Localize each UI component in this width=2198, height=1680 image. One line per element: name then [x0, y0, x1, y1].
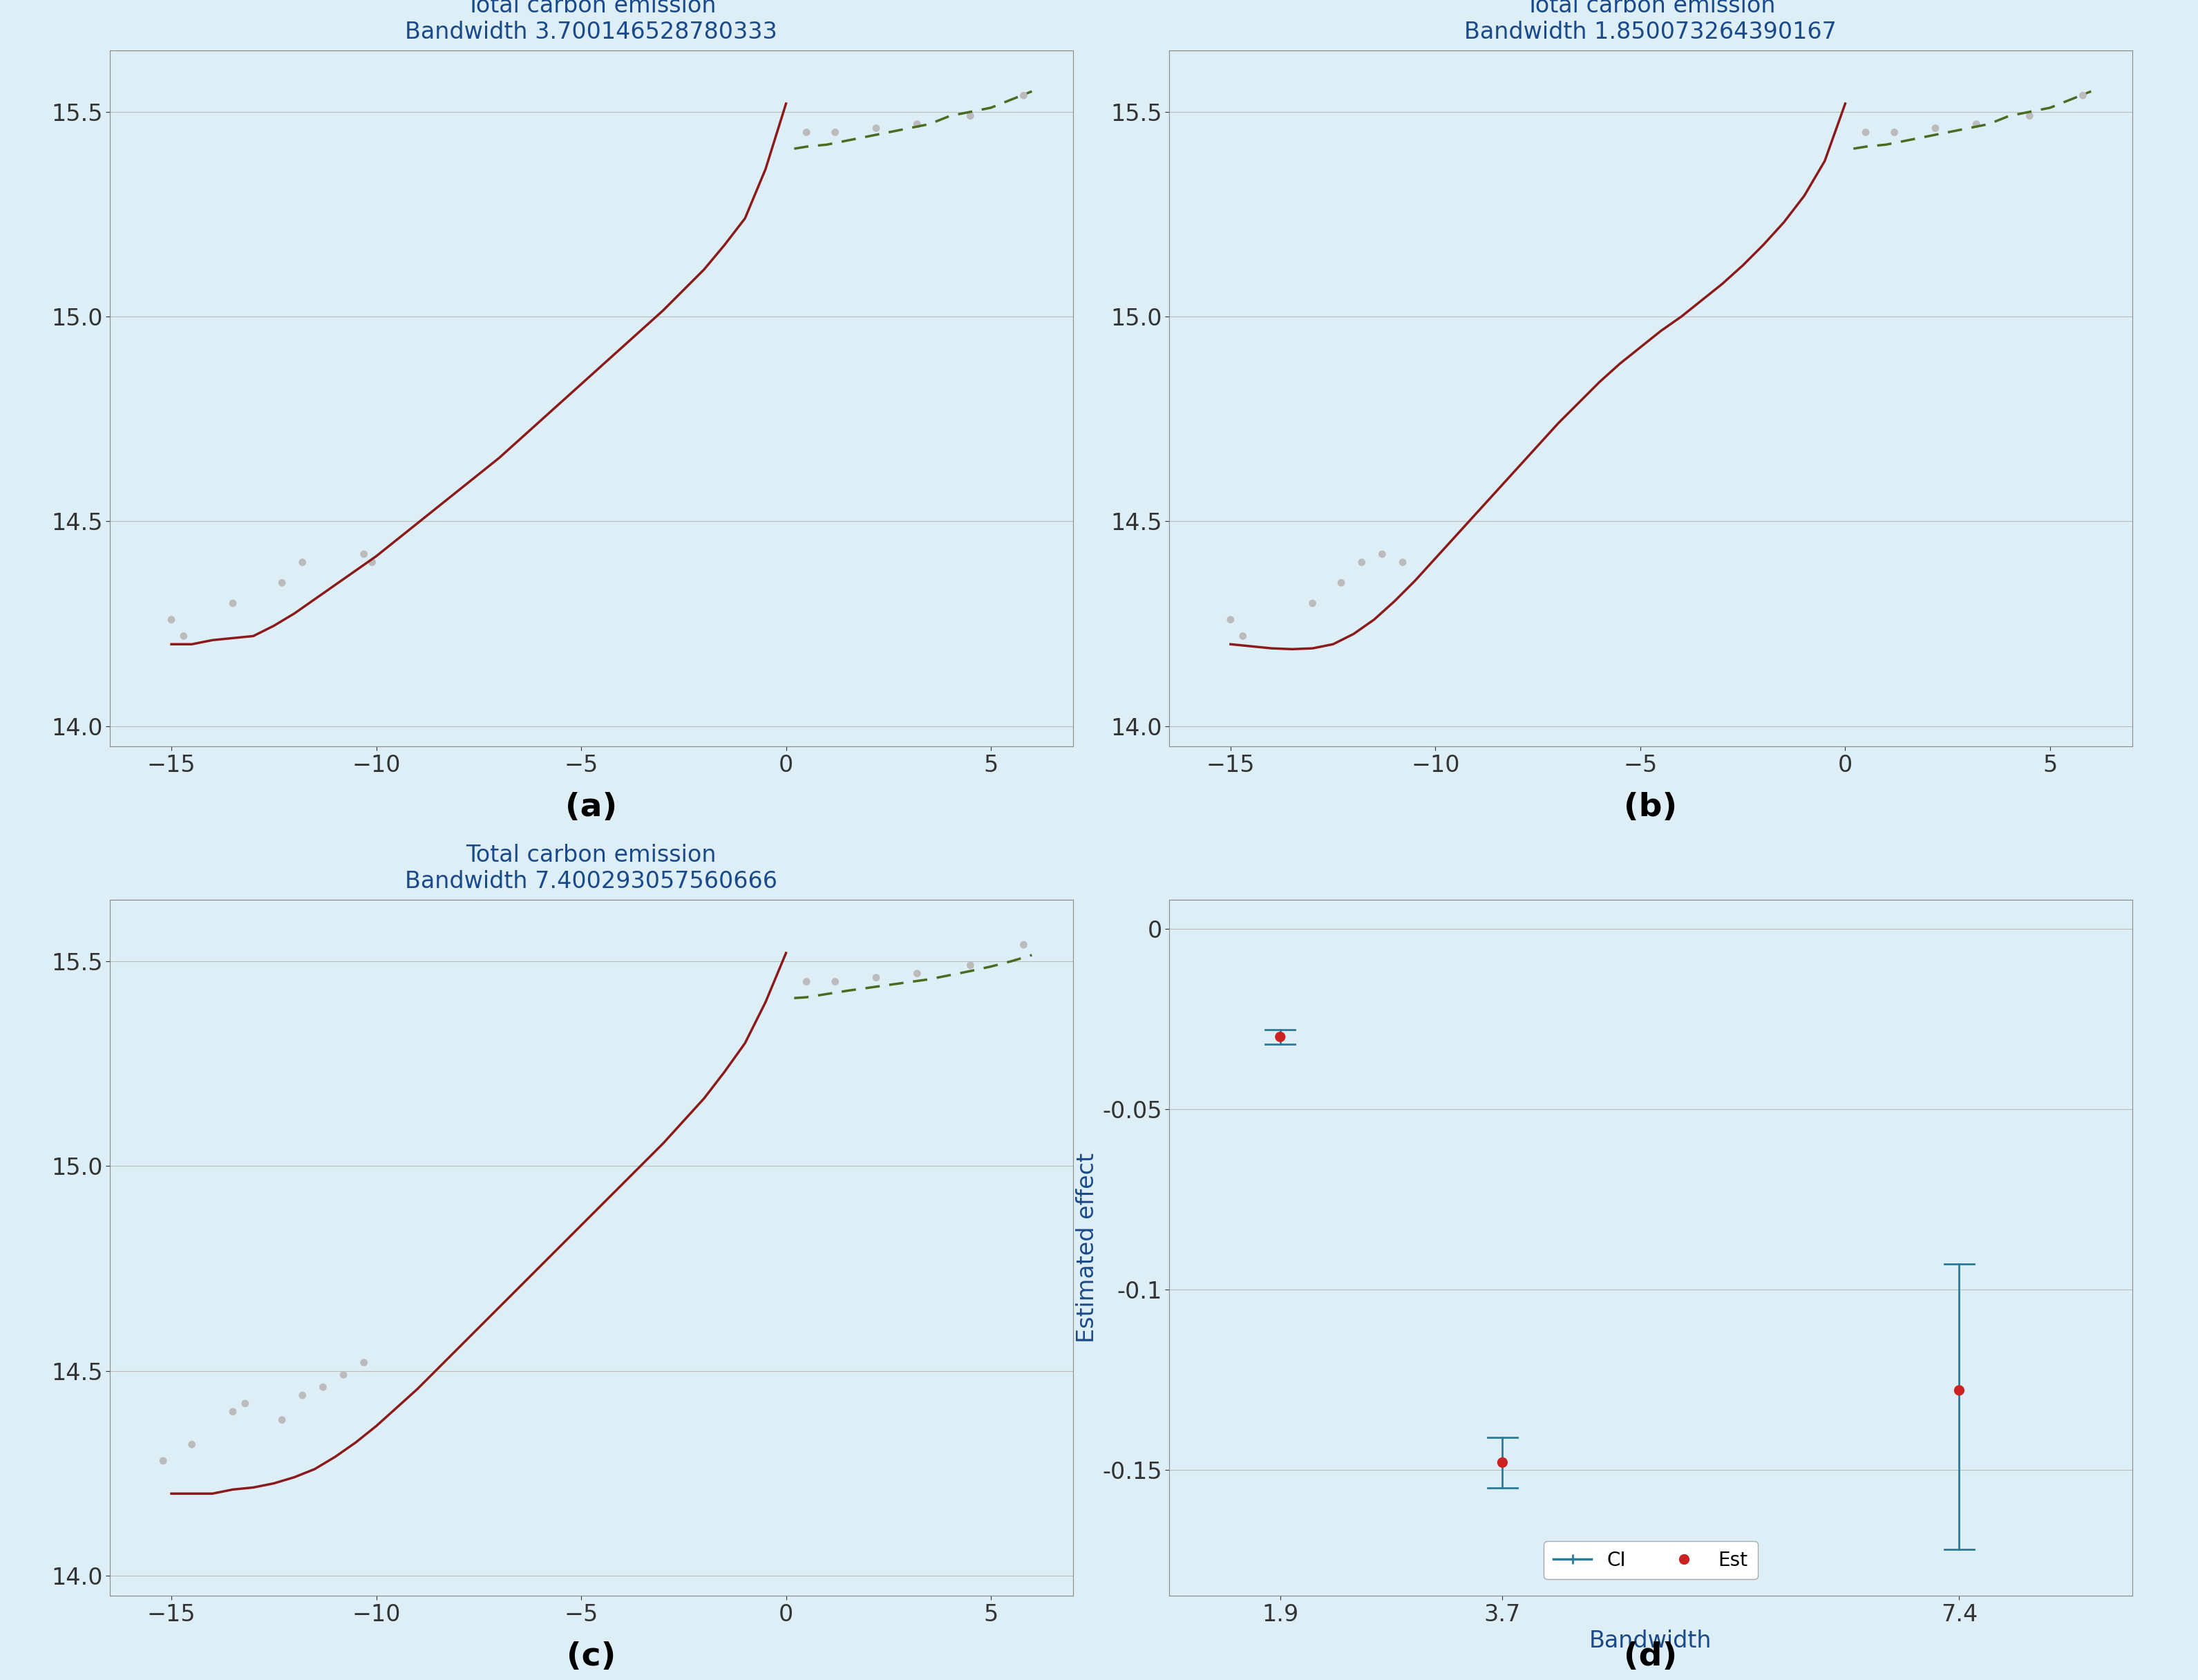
Point [215, 1398, 251, 1425]
Point [347, 541, 382, 568]
Point [1213, 606, 1248, 633]
Point [1295, 590, 1330, 617]
Point [174, 1431, 209, 1458]
Point [1323, 570, 1358, 596]
Point [952, 102, 987, 129]
Point [347, 1349, 382, 1376]
Point [2066, 82, 2101, 109]
Point [1007, 82, 1042, 109]
Point [1877, 119, 1912, 146]
Y-axis label: Estimated effect: Estimated effect [1075, 1152, 1099, 1342]
Point [1262, 1023, 1297, 1050]
Point [899, 111, 934, 138]
Point [952, 953, 987, 979]
Point [1919, 114, 1954, 141]
Point [264, 1406, 299, 1433]
Legend: CI, Est: CI, Est [1543, 1541, 1758, 1579]
Title: Total carbon emission
Bandwidth 7.400293057560666: Total carbon emission Bandwidth 7.400293… [404, 843, 778, 894]
Point [1486, 1450, 1521, 1477]
Point [167, 623, 202, 650]
Point [899, 959, 934, 986]
Text: (c): (c) [567, 1641, 615, 1673]
Point [354, 549, 389, 576]
Point [1941, 1378, 1976, 1404]
Point [818, 968, 853, 995]
Point [1849, 119, 1884, 146]
Point [145, 1448, 180, 1475]
Point [325, 1361, 360, 1388]
Point [859, 964, 895, 991]
Point [306, 1374, 341, 1401]
Point [215, 590, 251, 617]
Point [1345, 549, 1380, 576]
Point [859, 114, 895, 141]
Point [1007, 931, 1042, 958]
Point [264, 570, 299, 596]
Point [789, 119, 824, 146]
Point [818, 119, 853, 146]
Point [1365, 541, 1400, 568]
X-axis label: Bandwidth: Bandwidth [1589, 1630, 1712, 1653]
Point [286, 549, 321, 576]
Title: Total carbon emission
Bandwidth 3.700146528780333: Total carbon emission Bandwidth 3.700146… [404, 0, 778, 44]
Point [1385, 549, 1420, 576]
Text: (b): (b) [1624, 791, 1677, 823]
Point [1958, 111, 1994, 138]
Point [2011, 102, 2046, 129]
Text: (a): (a) [565, 791, 618, 823]
Point [154, 606, 189, 633]
Point [789, 968, 824, 995]
Point [286, 1383, 321, 1410]
Title: Total carbon emission
Bandwidth 1.850073264390167: Total carbon emission Bandwidth 1.850073… [1464, 0, 1838, 44]
Point [1224, 623, 1259, 650]
Point [229, 1389, 264, 1416]
Text: (d): (d) [1624, 1641, 1677, 1673]
